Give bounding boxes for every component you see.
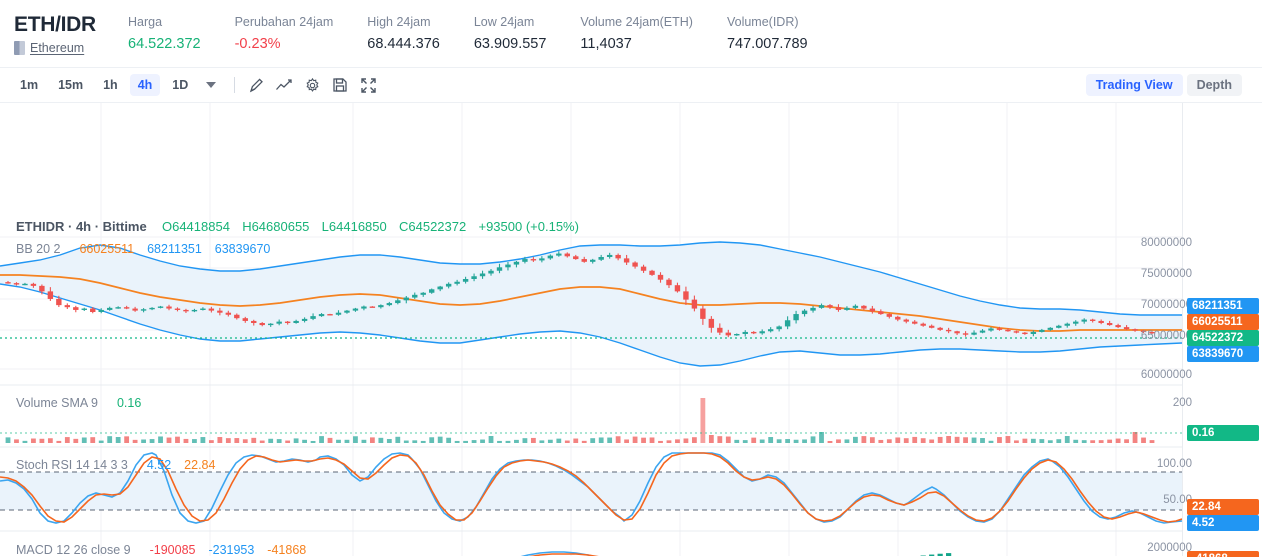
rsi-tick: 100.00 [1156, 458, 1192, 470]
coin-link[interactable]: Ethereum [14, 40, 128, 55]
price-tag-rsi-d: 22.84 [1187, 499, 1259, 515]
chart-toolbar: 1m 15m 1h 4h 1D [0, 68, 1262, 103]
stat-perubahan-24jam: Perubahan 24jam -0.23% [235, 13, 334, 54]
price-tick: 75000000 [1140, 268, 1192, 280]
save-icon[interactable] [327, 74, 353, 96]
price-tick: 70000000 [1140, 299, 1192, 311]
price-tick: 65000000 [1140, 330, 1192, 342]
stat-label: High 24jam [367, 15, 431, 29]
stat-label: Perubahan 24jam [234, 15, 334, 29]
price-tag-volume: 0.16 [1187, 425, 1259, 441]
macd-signal-line [529, 553, 599, 556]
price-tag-rsi-k: 4.52 [1187, 515, 1259, 531]
stat-value: -0.23% [234, 36, 281, 52]
stat-value: 64.522.372 [128, 36, 201, 52]
stat-label: Volume(IDR) [726, 15, 799, 29]
stat-volume-24jam-eth: Volume 24jam(ETH) 11,4037 [580, 13, 693, 54]
price-tag-bb-basis: 66025511 [1187, 314, 1259, 330]
timeframe-1m[interactable]: 1m [20, 78, 39, 92]
price-tag-bb-upper: 68211351 [1187, 298, 1259, 314]
ethereum-icon [14, 40, 25, 55]
price-tag-bb-lower: 63839670 [1187, 346, 1259, 362]
price-tick: 60000000 [1140, 369, 1192, 381]
stat-label: Volume 24jam(ETH) [580, 15, 693, 29]
stoch-d-line [0, 452, 1182, 523]
chart-canvas[interactable] [0, 103, 1182, 556]
stat-harga: Harga 64.522.372 [128, 13, 201, 54]
stat-value: 11,4037 [580, 36, 632, 52]
price-tag-macd-signal: -41868 [1187, 551, 1259, 557]
macd-histogram [920, 553, 952, 556]
stoch-rsi-pane [0, 452, 1182, 524]
fullscreen-icon[interactable] [355, 74, 381, 96]
page-title: ETH/IDR [14, 12, 96, 36]
stat-label: Low 24jam [473, 15, 535, 29]
timeframe-4h[interactable]: 4h [129, 74, 161, 96]
gear-icon[interactable] [299, 74, 325, 96]
macd-pane [520, 551, 952, 556]
volume-series [5, 398, 1155, 443]
line-chart-icon[interactable] [271, 74, 297, 96]
timeframe-1h[interactable]: 1h [103, 78, 118, 92]
chart-container[interactable]: ETHIDR · 4h · Bittime O64418854 H6468065… [0, 103, 1262, 557]
pane-separators [0, 384, 1182, 532]
stat-label: Harga [128, 15, 163, 29]
chevron-down-icon[interactable] [206, 82, 217, 88]
market-header: ETH/IDR Ethereum Harga 64.522.372 Peruba… [0, 0, 1262, 68]
price-tag-last: 64522372 [1187, 330, 1259, 346]
stat-value: 747.007.789 [726, 36, 808, 52]
stat-low-24jam: Low 24jam 63.909.557 [474, 13, 547, 54]
tab-depth[interactable]: Depth [1186, 74, 1242, 96]
toolbar-divider [234, 77, 236, 93]
view-tabs: Trading View Depth [1085, 74, 1250, 96]
rsi-tick: 50.00 [1163, 494, 1192, 506]
stat-value: 68.444.376 [367, 36, 440, 52]
bb-upper-line [0, 241, 1182, 316]
pair-block: ETH/IDR Ethereum [14, 13, 128, 55]
stat-volume-idr: Volume(IDR) 747.007.789 [727, 13, 808, 54]
timeframe-1d[interactable]: 1D [172, 78, 189, 92]
volume-tick: 200 [1172, 397, 1192, 409]
bb-basis-line [0, 274, 1182, 332]
pencil-icon[interactable] [243, 74, 269, 96]
timeframe-15m[interactable]: 15m [58, 78, 84, 92]
tab-trading-view[interactable]: Trading View [1085, 74, 1183, 96]
price-tick: 80000000 [1140, 237, 1192, 249]
stat-high-24jam: High 24jam 68.444.376 [367, 13, 440, 54]
macd-tick: 2000000 [1147, 542, 1192, 554]
coin-name: Ethereum [30, 40, 85, 55]
candlestick-series [5, 251, 1155, 338]
price-axis[interactable]: 80000000 75000000 70000000 65000000 6000… [1141, 103, 1262, 557]
stat-value: 63.909.557 [473, 36, 547, 52]
